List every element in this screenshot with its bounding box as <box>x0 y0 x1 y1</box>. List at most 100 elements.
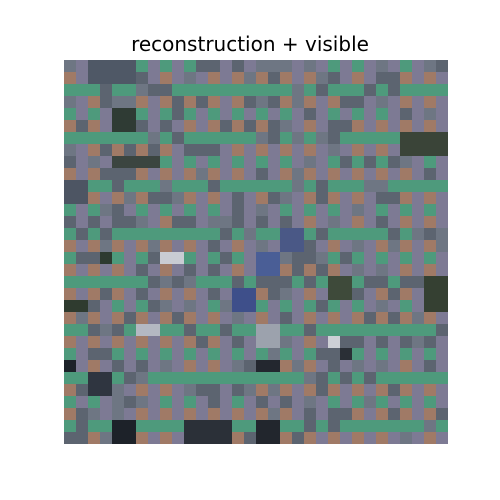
image-patch <box>160 216 172 228</box>
image-patch <box>412 432 424 444</box>
image-patch <box>172 276 184 288</box>
image-patch <box>352 420 364 432</box>
image-patch <box>412 228 424 240</box>
image-patch <box>316 372 328 384</box>
image-patch <box>76 84 88 96</box>
image-patch <box>136 192 148 204</box>
image-patch <box>148 96 160 108</box>
image-patch <box>124 108 136 120</box>
image-patch <box>292 252 304 264</box>
image-patch <box>280 300 292 312</box>
image-patch <box>292 432 304 444</box>
image-patch <box>184 168 196 180</box>
image-patch <box>268 144 280 156</box>
image-patch <box>316 324 328 336</box>
image-patch <box>292 156 304 168</box>
image-patch <box>244 168 256 180</box>
image-patch <box>220 132 232 144</box>
image-patch <box>76 360 88 372</box>
image-patch <box>112 360 124 372</box>
image-patch <box>268 156 280 168</box>
image-patch <box>64 228 76 240</box>
image-patch <box>424 276 436 288</box>
image-patch <box>100 432 112 444</box>
image-patch <box>88 180 100 192</box>
image-patch <box>268 192 280 204</box>
image-patch <box>88 396 100 408</box>
image-patch <box>436 372 448 384</box>
image-patch <box>364 192 376 204</box>
image-patch <box>412 96 424 108</box>
image-patch <box>352 372 364 384</box>
image-patch <box>136 336 148 348</box>
image-patch <box>100 216 112 228</box>
image-patch <box>112 408 124 420</box>
image-patch <box>376 384 388 396</box>
image-patch <box>256 408 268 420</box>
image-patch <box>376 120 388 132</box>
image-patch <box>184 384 196 396</box>
image-patch <box>268 408 280 420</box>
image-patch <box>412 372 424 384</box>
image-patch <box>340 396 352 408</box>
image-patch <box>184 72 196 84</box>
image-patch <box>292 324 304 336</box>
image-patch <box>136 312 148 324</box>
image-patch <box>88 432 100 444</box>
image-patch <box>64 300 76 312</box>
image-patch <box>184 372 196 384</box>
image-patch <box>316 108 328 120</box>
image-patch <box>364 216 376 228</box>
image-patch <box>436 276 448 288</box>
image-patch <box>112 396 124 408</box>
image-patch <box>64 432 76 444</box>
image-patch <box>148 300 160 312</box>
image-patch <box>436 216 448 228</box>
image-patch <box>208 348 220 360</box>
image-patch <box>268 264 280 276</box>
image-patch <box>244 156 256 168</box>
image-patch <box>352 108 364 120</box>
image-patch <box>64 156 76 168</box>
image-patch <box>112 144 124 156</box>
image-patch <box>316 432 328 444</box>
image-patch <box>148 384 160 396</box>
image-patch <box>268 120 280 132</box>
image-patch <box>328 108 340 120</box>
image-patch <box>292 72 304 84</box>
image-patch <box>328 204 340 216</box>
image-patch <box>400 408 412 420</box>
image-patch <box>232 432 244 444</box>
image-patch <box>160 84 172 96</box>
image-patch <box>412 204 424 216</box>
image-patch <box>160 336 172 348</box>
image-patch <box>292 180 304 192</box>
image-patch <box>256 204 268 216</box>
image-patch <box>340 324 352 336</box>
image-patch <box>400 240 412 252</box>
image-patch <box>232 276 244 288</box>
image-patch <box>76 60 88 72</box>
image-patch <box>196 108 208 120</box>
image-patch <box>400 384 412 396</box>
image-patch <box>436 144 448 156</box>
image-patch <box>196 384 208 396</box>
image-patch <box>184 300 196 312</box>
image-patch <box>304 420 316 432</box>
image-patch <box>436 300 448 312</box>
image-patch <box>232 120 244 132</box>
image-patch <box>316 132 328 144</box>
image-patch <box>172 348 184 360</box>
image-patch <box>208 312 220 324</box>
image-patch <box>172 360 184 372</box>
image-patch <box>76 384 88 396</box>
image-patch <box>436 96 448 108</box>
image-patch <box>388 144 400 156</box>
image-patch <box>304 120 316 132</box>
image-patch <box>352 276 364 288</box>
image-patch <box>136 372 148 384</box>
image-patch <box>124 312 136 324</box>
image-patch <box>292 168 304 180</box>
image-patch <box>376 276 388 288</box>
